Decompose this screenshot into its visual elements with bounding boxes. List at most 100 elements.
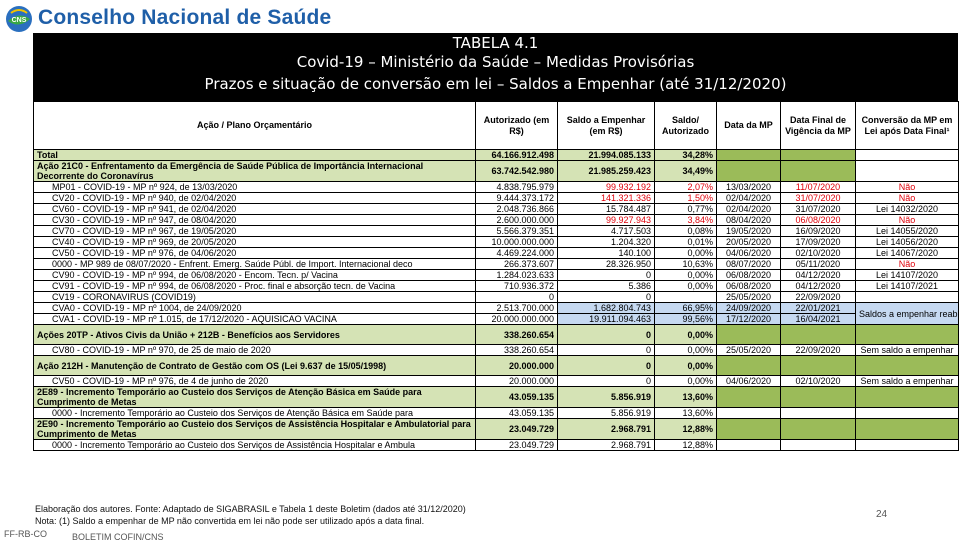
- group-empty: [855, 418, 959, 440]
- row-autorizado: 1.284.023.633: [475, 269, 558, 281]
- row-data-final: 05/11/2020: [780, 258, 856, 270]
- group-ratio: 12,88%: [654, 418, 717, 440]
- group-empty: [716, 418, 781, 440]
- row-autorizado: 9.444.373.172: [475, 192, 558, 204]
- col-header-data-final: Data Final de Vigência da MP: [780, 101, 856, 150]
- row-data-mp: 08/04/2020: [716, 214, 781, 226]
- page-number: 24: [876, 509, 888, 520]
- row-data-mp: 25/05/2020: [716, 344, 781, 356]
- group-saldo: 0: [557, 324, 655, 345]
- table-row: 0000 - Incremento Temporário ao Custeio …: [33, 439, 959, 451]
- row-saldo: 1.204.320: [557, 236, 655, 248]
- table-row: MP01 - COVID-19 - MP nº 924, de 13/03/20…: [33, 181, 959, 193]
- row-conversao: Lei 14056/2020: [855, 236, 959, 248]
- row-label: 0000 - Incremento Temporário ao Custeio …: [33, 439, 476, 451]
- group-row: Ação 21C0 - Enfrentamento da Emergência …: [33, 160, 959, 182]
- row-data-final: 04/12/2020: [780, 269, 856, 281]
- row-data-mp: 08/07/2020: [716, 258, 781, 270]
- group-label: 2E89 - Incremento Temporário ao Custeio …: [33, 386, 476, 408]
- row-autorizado: 266.373.607: [475, 258, 558, 270]
- row-autorizado: 23.049.729: [475, 439, 558, 451]
- row-ratio: [654, 291, 717, 303]
- row-data-mp: 13/03/2020: [716, 181, 781, 193]
- row-ratio: 0,00%: [654, 344, 717, 356]
- row-conversao: Lei 14067/2020: [855, 247, 959, 259]
- group-empty: [855, 160, 959, 182]
- group-saldo: 21.985.259.423: [557, 160, 655, 182]
- table-row: 0000 - Incremento Temporário ao Custeio …: [33, 407, 959, 419]
- table-row: CV90 - COVID-19 - MP nº 994, de 06/08/20…: [33, 269, 959, 281]
- table-header-row: Ação / Plano Orçamentário Autorizado (em…: [33, 101, 959, 150]
- footnote-note: Nota: (1) Saldo a empenhar de MP não con…: [35, 516, 425, 526]
- row-saldo: 2.968.791: [557, 439, 655, 451]
- group-autorizado: 43.059.135: [475, 386, 558, 408]
- group-row: Ação 212H - Manutenção de Contrato de Ge…: [33, 355, 959, 376]
- row-data-mp: 04/06/2020: [716, 375, 781, 387]
- table-row: CV91 - COVID-19 - MP nº 994, de 06/08/20…: [33, 280, 959, 292]
- row-data-final: 16/04/2021: [780, 313, 856, 325]
- mp-table: Ação / Plano Orçamentário Autorizado (em…: [33, 101, 959, 451]
- row-saldo: 19.911.094.463: [557, 313, 655, 325]
- row-conversao: [855, 291, 959, 303]
- table-row: 0000 - MP 989 de 08/07/2020 - Enfrent. E…: [33, 258, 959, 270]
- row-saldo: 5.386: [557, 280, 655, 292]
- row-autorizado: 4.469.224.000: [475, 247, 558, 259]
- row-ratio: 0,77%: [654, 203, 717, 215]
- group-empty: [780, 386, 856, 408]
- row-label: CVA1 - COVID-19 - MP nº 1.015, de 17/12/…: [33, 313, 476, 325]
- table-row: CV50 - COVID-19 - MP nº 976, de 4 de jun…: [33, 375, 959, 387]
- row-ratio: 0,00%: [654, 247, 717, 259]
- row-autorizado: 2.600.000.000: [475, 214, 558, 226]
- row-saldo: 5.856.919: [557, 407, 655, 419]
- cns-logo: CNS: [6, 6, 32, 32]
- row-empty: [780, 407, 856, 419]
- row-ratio: 0,00%: [654, 375, 717, 387]
- row-label: CV40 - COVID-19 - MP nº 969, de 20/05/20…: [33, 236, 476, 248]
- row-saldo: 1.682.804.743: [557, 302, 655, 314]
- row-data-final: 22/09/2020: [780, 344, 856, 356]
- row-conversao: Não: [855, 181, 959, 193]
- group-empty: [855, 355, 959, 376]
- row-data-final: 17/09/2020: [780, 236, 856, 248]
- row-autorizado: 2.513.700.000: [475, 302, 558, 314]
- row-autorizado: 2.048.736.866: [475, 203, 558, 215]
- row-ratio: 0,08%: [654, 225, 717, 237]
- row-saldo: 0: [557, 344, 655, 356]
- row-autorizado: 43.059.135: [475, 407, 558, 419]
- table-title-box: TABELA 4.1 Covid-19 – Ministério da Saúd…: [33, 33, 958, 101]
- row-data-mp: 02/04/2020: [716, 192, 781, 204]
- row-label: CV50 - COVID-19 - MP nº 976, de 04/06/20…: [33, 247, 476, 259]
- row-data-mp: 06/08/2020: [716, 280, 781, 292]
- group-empty: [716, 386, 781, 408]
- row-ratio: 99,56%: [654, 313, 717, 325]
- row-autorizado: 20.000.000: [475, 375, 558, 387]
- table-row: CV30 - COVID-19 - MP nº 947, de 08/04/20…: [33, 214, 959, 226]
- row-saldo: 4.717.503: [557, 225, 655, 237]
- row-saldo: 28.326.950: [557, 258, 655, 270]
- total-row: Total 64.166.912.498 21.994.085.133 34,2…: [33, 149, 959, 161]
- table-row: CV60 - COVID-19 - MP nº 941, de 02/04/20…: [33, 203, 959, 215]
- row-data-mp: 04/06/2020: [716, 247, 781, 259]
- row-saldo: 99.932.192: [557, 181, 655, 193]
- group-empty: [780, 160, 856, 182]
- row-ratio: 1,50%: [654, 192, 717, 204]
- row-autorizado: 710.936.372: [475, 280, 558, 292]
- group-autorizado: 63.742.542.980: [475, 160, 558, 182]
- row-data-mp: 17/12/2020: [716, 313, 781, 325]
- row-label: 0000 - Incremento Temporário ao Custeio …: [33, 407, 476, 419]
- group-ratio: 0,00%: [654, 324, 717, 345]
- row-conversao: Lei 14107/2021: [855, 280, 959, 292]
- group-ratio: 34,49%: [654, 160, 717, 182]
- table-number: TABELA 4.1: [452, 34, 539, 52]
- group-row: Ações 20TP - Ativos Civis da União + 212…: [33, 324, 959, 345]
- row-empty: [855, 407, 959, 419]
- row-data-mp: 25/05/2020: [716, 291, 781, 303]
- row-ratio: 0,01%: [654, 236, 717, 248]
- table-row: CV20 - COVID-19 - MP nº 940, de 02/04/20…: [33, 192, 959, 204]
- total-ratio: 34,28%: [654, 149, 717, 161]
- footnote: Elaboração dos autores. Fonte: Adaptado …: [35, 503, 466, 527]
- group-label: 2E90 - Incremento Temporário ao Custeio …: [33, 418, 476, 440]
- row-empty: [780, 439, 856, 451]
- group-autorizado: 23.049.729: [475, 418, 558, 440]
- row-data-mp: 20/05/2020: [716, 236, 781, 248]
